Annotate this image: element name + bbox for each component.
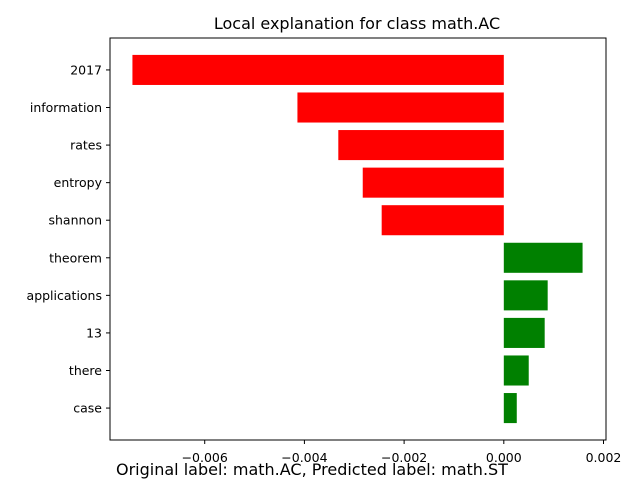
x-tick-label: 0.002 [586, 450, 622, 465]
bar-2017 [132, 54, 504, 85]
y-ticks-group: 2017 information rates entropy shannon theore… [27, 62, 110, 416]
y-tick-label: there [69, 363, 102, 378]
bar-theorem [503, 242, 583, 273]
bars-group [132, 54, 583, 424]
y-tick-label: theorem [49, 250, 102, 265]
bar-shannon [381, 205, 504, 236]
y-tick-label: 2017 [70, 62, 102, 77]
label-caption: Original label: math.AC, Predicted label… [116, 460, 508, 479]
y-tick-label: applications [27, 288, 102, 303]
bar-information [297, 92, 504, 123]
y-tick-label: 13 [86, 325, 102, 340]
bar-rates [338, 130, 504, 161]
x-tick-label: −0.006 [182, 450, 228, 465]
bar-applications [503, 280, 548, 311]
y-tick-label: shannon [48, 213, 102, 228]
bar-13 [503, 317, 545, 348]
chart-title: Local explanation for class math.AC [214, 14, 500, 33]
y-tick-label: entropy [54, 175, 103, 190]
bar-there [503, 355, 529, 386]
x-ticks-group: −0.006 −0.004 −0.002 0.000 0.002 [182, 440, 622, 465]
x-tick-label: 0.000 [486, 450, 522, 465]
y-tick-label: case [73, 401, 102, 416]
y-tick-label: rates [70, 138, 102, 153]
plot-frame [109, 37, 607, 441]
y-tick-label: information [30, 100, 102, 115]
x-tick-label: −0.004 [281, 450, 327, 465]
bar-case [503, 393, 517, 424]
x-tick-label: −0.002 [381, 450, 427, 465]
bar-entropy [362, 167, 504, 198]
